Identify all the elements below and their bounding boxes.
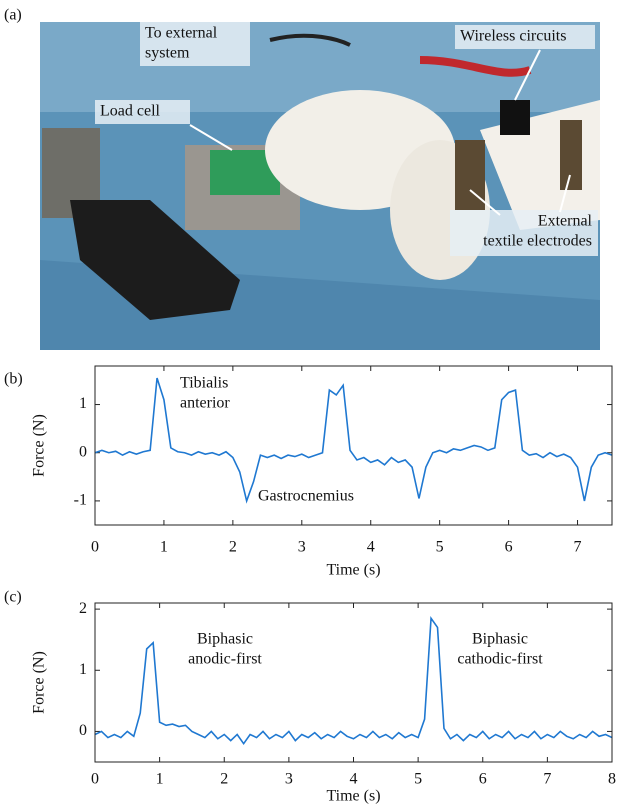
photo-annotation: External	[538, 213, 593, 230]
y-tick-label: 0	[79, 722, 87, 739]
annotation: Biphasic	[472, 631, 528, 648]
y-tick-label: 1	[79, 661, 87, 678]
photo-annotation: system	[145, 45, 190, 62]
x-tick-label: 6	[505, 539, 513, 556]
x-axis-label: Time (s)	[326, 562, 380, 579]
label-box	[450, 210, 598, 256]
y-tick-label: 1	[79, 395, 87, 412]
photo-circuit	[500, 100, 530, 135]
photo-cable	[269, 33, 351, 47]
arrow	[469, 189, 501, 216]
y-tick-label: -1	[74, 492, 87, 509]
x-tick-label: 2	[220, 771, 228, 788]
x-tick-label: 6	[479, 771, 487, 788]
x-tick-label: 1	[160, 539, 168, 556]
annotation: anterior	[180, 395, 230, 412]
x-tick-label: 5	[414, 771, 422, 788]
arrow	[189, 124, 233, 151]
x-axis-label: Time (s)	[326, 788, 380, 805]
line	[94, 615, 613, 746]
photo-annotation: textile electrodes	[483, 233, 592, 250]
annotation: cathodic-first	[457, 651, 543, 668]
label-box	[140, 22, 250, 66]
panel-label: (c)	[4, 589, 22, 606]
arrow	[514, 49, 541, 101]
label-box	[95, 100, 190, 124]
panel-label: (b)	[4, 371, 23, 388]
photo-mount	[70, 200, 240, 320]
y-axis-label: Force (N)	[31, 651, 48, 714]
x-tick-label: 0	[91, 771, 99, 788]
annotation: Gastrocnemius	[258, 488, 354, 505]
annotation: Biphasic	[197, 631, 253, 648]
photo-annotation: Wireless circuits	[460, 28, 566, 45]
x-tick-label: 7	[574, 539, 582, 556]
photo	[40, 22, 600, 350]
annotation: anodic-first	[188, 651, 262, 668]
photo-annotation: To external	[145, 25, 218, 42]
panel-label: (a)	[4, 7, 22, 24]
x-tick-label: 8	[608, 771, 616, 788]
x-tick-label: 0	[91, 539, 99, 556]
plot-frame	[94, 365, 613, 526]
label-box	[455, 25, 595, 49]
x-tick-label: 5	[436, 539, 444, 556]
arrow	[559, 174, 571, 213]
y-tick-label: 0	[79, 443, 87, 460]
x-tick-label: 4	[367, 539, 375, 556]
x-tick-label: 1	[156, 771, 164, 788]
photo-annotation: Load cell	[100, 103, 161, 120]
x-tick-label: 3	[285, 771, 293, 788]
x-tick-label: 3	[298, 539, 306, 556]
x-tick-label: 7	[543, 771, 551, 788]
plot-frame	[94, 602, 613, 763]
y-axis-label: Force (N)	[31, 414, 48, 477]
x-tick-label: 4	[350, 771, 358, 788]
line	[94, 377, 613, 504]
y-tick-label: 2	[79, 600, 87, 617]
x-tick-label: 2	[229, 539, 237, 556]
annotation: Tibialis	[180, 375, 228, 392]
photo-wire	[419, 56, 532, 77]
photo-electrode	[560, 120, 582, 190]
